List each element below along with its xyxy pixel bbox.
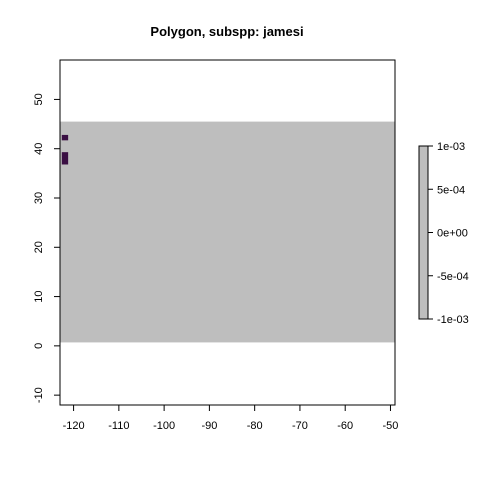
legend-tick-label: 0e+00 <box>437 228 468 240</box>
legend-tick-label: 5e-04 <box>437 184 465 196</box>
y-tick-label: 10 <box>33 290 45 302</box>
legend-color-bar <box>418 145 429 320</box>
x-axis: -120 -110 -100 -90 -80 -70 -60 -50 <box>63 404 399 432</box>
y-tick-label: 50 <box>33 93 45 105</box>
legend-tick-label: -5e-04 <box>437 271 469 283</box>
x-tick-label: -110 <box>108 420 129 432</box>
y-axis: -10 0 10 20 30 40 50 <box>33 93 61 403</box>
raster-cell-0 <box>61 134 69 141</box>
legend-tick-label: -1e-03 <box>437 314 469 326</box>
x-tick-label: -120 <box>63 420 85 432</box>
y-tick-label: 20 <box>33 241 45 253</box>
legend-tick-label: 1e-03 <box>437 141 465 153</box>
x-tick-label: -90 <box>201 420 217 432</box>
raster-background <box>60 121 395 343</box>
legend: 1e-03 5e-04 0e+00 -5e-04 -1e-03 <box>418 141 469 326</box>
x-tick-label: -50 <box>383 420 399 432</box>
y-tick-label: 0 <box>33 343 45 349</box>
x-tick-label: -60 <box>337 420 353 432</box>
x-tick-label: -80 <box>247 420 263 432</box>
raster-cell-1 <box>61 152 69 165</box>
chart-title: Polygon, subspp: jamesi <box>150 24 303 39</box>
y-tick-label: 30 <box>33 192 45 204</box>
x-tick-label: -70 <box>292 420 308 432</box>
y-tick-label: -10 <box>33 387 45 403</box>
x-tick-label: -100 <box>153 420 175 432</box>
plot-area <box>59 59 396 406</box>
y-tick-label: 40 <box>33 143 45 155</box>
